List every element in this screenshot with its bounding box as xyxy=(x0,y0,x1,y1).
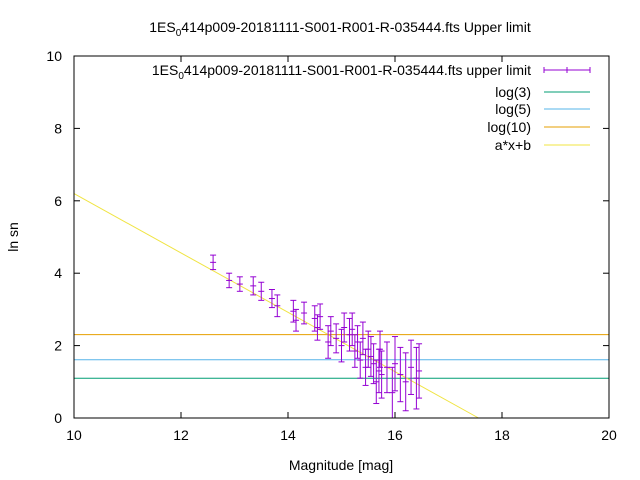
title-subscript: 0 xyxy=(176,28,182,39)
data-point xyxy=(226,272,233,289)
y-axis-label: ln sn xyxy=(5,222,21,252)
x-tick-label: 20 xyxy=(601,427,617,443)
data-point xyxy=(311,305,318,332)
legend-keys xyxy=(543,67,591,146)
data-point xyxy=(236,276,243,292)
plot-frame xyxy=(73,55,610,419)
data-point xyxy=(392,336,398,392)
data-point xyxy=(373,359,380,405)
x-tick-label: 12 xyxy=(173,427,189,443)
legend-rest: 414p009-20181111-S001-R001-R-035444.fts … xyxy=(184,62,531,78)
data-point xyxy=(290,299,297,323)
y-tick-label: 8 xyxy=(54,120,62,136)
legend-label-log3: log(3) xyxy=(495,84,531,100)
title-prefix: 1ES xyxy=(149,19,175,35)
y-tick-label: 10 xyxy=(46,48,62,64)
data-point xyxy=(346,317,353,352)
data-point xyxy=(349,312,356,347)
data-point xyxy=(317,303,324,330)
x-tick-label: 16 xyxy=(387,427,403,443)
data-point xyxy=(301,301,308,325)
data-point xyxy=(250,276,257,296)
y-tick-label: 2 xyxy=(54,338,62,354)
legend-label-log10: log(10) xyxy=(487,119,531,135)
ticks-layer: 10 12 14 16 18 20 0 2 4 6 8 10 xyxy=(46,48,617,443)
title-rest: 414p009-20181111-S001-R001-R-035444.fts … xyxy=(181,19,531,35)
data-point xyxy=(416,343,423,399)
data-point xyxy=(314,314,321,341)
data-point xyxy=(325,325,332,359)
data-point xyxy=(274,294,281,318)
data-point xyxy=(327,316,334,347)
data-point xyxy=(375,348,382,394)
y-tick-label: 0 xyxy=(54,410,62,426)
data-point xyxy=(351,334,358,368)
data-point xyxy=(333,323,340,354)
data-point xyxy=(210,254,217,271)
reference-lines xyxy=(73,193,609,419)
data-points xyxy=(210,254,423,419)
x-tick-label: 10 xyxy=(66,427,82,443)
data-point xyxy=(365,330,372,368)
legend-label-log5: log(5) xyxy=(495,101,531,117)
data-point xyxy=(359,321,366,356)
legend-label-upper-limit: 1ES0414p009-20181111-S001-R001-R-035444.… xyxy=(152,62,531,82)
data-point xyxy=(357,341,364,379)
legend: 1ES0414p009-20181111-S001-R001-R-035444.… xyxy=(152,62,591,153)
legend-label-fit: a*x+b xyxy=(495,137,531,153)
data-point xyxy=(293,308,300,332)
y-tick-label: 4 xyxy=(54,265,62,281)
data-point xyxy=(408,339,415,395)
data-point xyxy=(383,341,390,394)
x-tick-label: 14 xyxy=(280,427,296,443)
y-tick-label: 6 xyxy=(54,193,62,209)
data-point xyxy=(258,281,265,301)
data-point xyxy=(389,366,396,419)
data-point xyxy=(268,288,275,309)
x-tick-label: 18 xyxy=(494,427,510,443)
x-axis-label: Magnitude [mag] xyxy=(289,457,393,473)
data-point xyxy=(413,346,420,410)
data-point xyxy=(370,343,377,385)
chart-title: 1ES0414p009-20181111-S001-R001-R-035444.… xyxy=(149,19,531,39)
data-point xyxy=(367,336,374,377)
data-point xyxy=(338,328,345,363)
data-point xyxy=(341,312,348,343)
data-point xyxy=(378,350,385,399)
legend-subscript: 0 xyxy=(178,71,184,82)
data-point xyxy=(402,352,409,412)
legend-prefix: 1ES xyxy=(152,62,178,78)
data-point xyxy=(397,346,404,403)
